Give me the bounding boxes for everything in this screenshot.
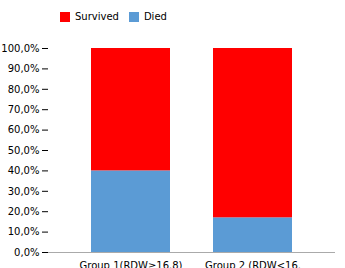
svg-text:90,0%: 90,0% [8,63,40,74]
svg-text:50,0%: 50,0% [8,145,40,156]
svg-text:Group 2 (RDW<16.: Group 2 (RDW<16. [205,260,301,268]
svg-text:20,0%: 20,0% [8,206,40,217]
svg-text:40,0%: 40,0% [8,165,40,176]
svg-text:80,0%: 80,0% [8,84,40,95]
svg-text:Group 1(RDW≥16.8): Group 1(RDW≥16.8) [80,260,183,268]
html-text:Died: Died [143,11,167,22]
html-text:Survived: Survived [75,11,119,22]
svg-text:70,0%: 70,0% [8,104,40,115]
svg-text:30,0%: 30,0% [8,186,40,197]
svg-text:0,0%: 0,0% [14,247,39,258]
svg-text:10,0%: 10,0% [8,226,40,237]
svg-text:60,0%: 60,0% [8,124,40,135]
svg-text:100,0%: 100,0% [1,43,39,54]
